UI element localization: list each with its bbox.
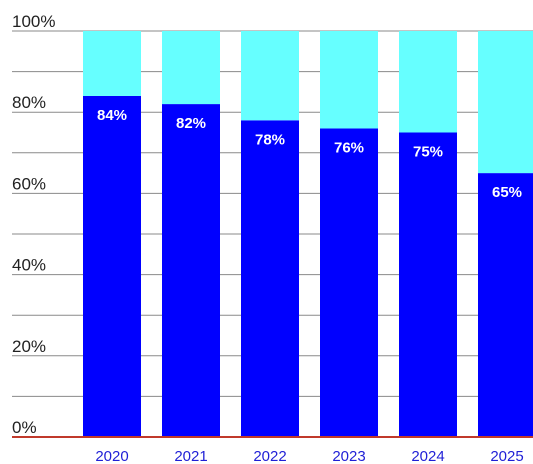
- y-tick-label: 80%: [12, 93, 46, 112]
- bar-data-label: 75%: [413, 144, 443, 161]
- bar-segment-lower: [83, 95, 141, 438]
- bar-segment-upper: [83, 31, 141, 96]
- bar-segment-upper: [320, 31, 378, 129]
- bar-segment-upper: [241, 31, 299, 121]
- x-category-label: 2022: [253, 448, 286, 464]
- labels: 0% 20% 40% 60% 80% 100% 84% 2020 82% 2021 78% 2022 7…: [12, 12, 533, 464]
- bar-segment-lower: [478, 173, 533, 437]
- bar-segment-lower: [162, 104, 220, 437]
- x-category-label: 2025: [490, 448, 523, 464]
- x-category-label: 2023: [332, 448, 365, 464]
- y-tick-label: 60%: [12, 174, 46, 193]
- bar-data-label: 82%: [176, 115, 206, 132]
- y-tick-label: 0%: [12, 418, 37, 437]
- bars: [83, 31, 533, 438]
- x-category-label: 2021: [174, 448, 207, 464]
- y-tick-label: 100%: [12, 12, 55, 31]
- y-tick-label: 20%: [12, 337, 46, 356]
- bar-segment-upper: [399, 31, 457, 133]
- y-tick-label: 40%: [12, 256, 46, 275]
- bar-data-label: 76%: [334, 139, 364, 156]
- x-category-label: 2024: [411, 448, 444, 464]
- bar-data-label: 84%: [97, 107, 127, 124]
- bar-segment-upper: [478, 31, 533, 174]
- bar-segment-upper: [162, 31, 220, 105]
- bar-segment-lower: [399, 132, 457, 437]
- bar-data-label: 78%: [255, 131, 285, 148]
- bar-data-label: 65%: [492, 184, 522, 201]
- bar-segment-lower: [320, 128, 378, 437]
- bar-segment-lower: [241, 120, 299, 437]
- x-category-label: 2020: [95, 448, 128, 464]
